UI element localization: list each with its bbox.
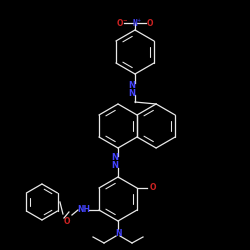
Text: NH: NH — [78, 206, 90, 214]
Text: O: O — [147, 18, 153, 28]
Text: N: N — [112, 162, 118, 170]
Text: N: N — [128, 80, 136, 90]
Text: +: + — [137, 18, 141, 22]
Text: O: O — [64, 218, 70, 226]
Text: O: O — [117, 18, 123, 28]
Text: N: N — [128, 88, 136, 98]
Text: N: N — [115, 228, 121, 237]
Text: N: N — [112, 154, 118, 162]
Text: O: O — [150, 184, 156, 192]
Text: N: N — [133, 18, 137, 28]
Text: −: − — [123, 18, 127, 22]
